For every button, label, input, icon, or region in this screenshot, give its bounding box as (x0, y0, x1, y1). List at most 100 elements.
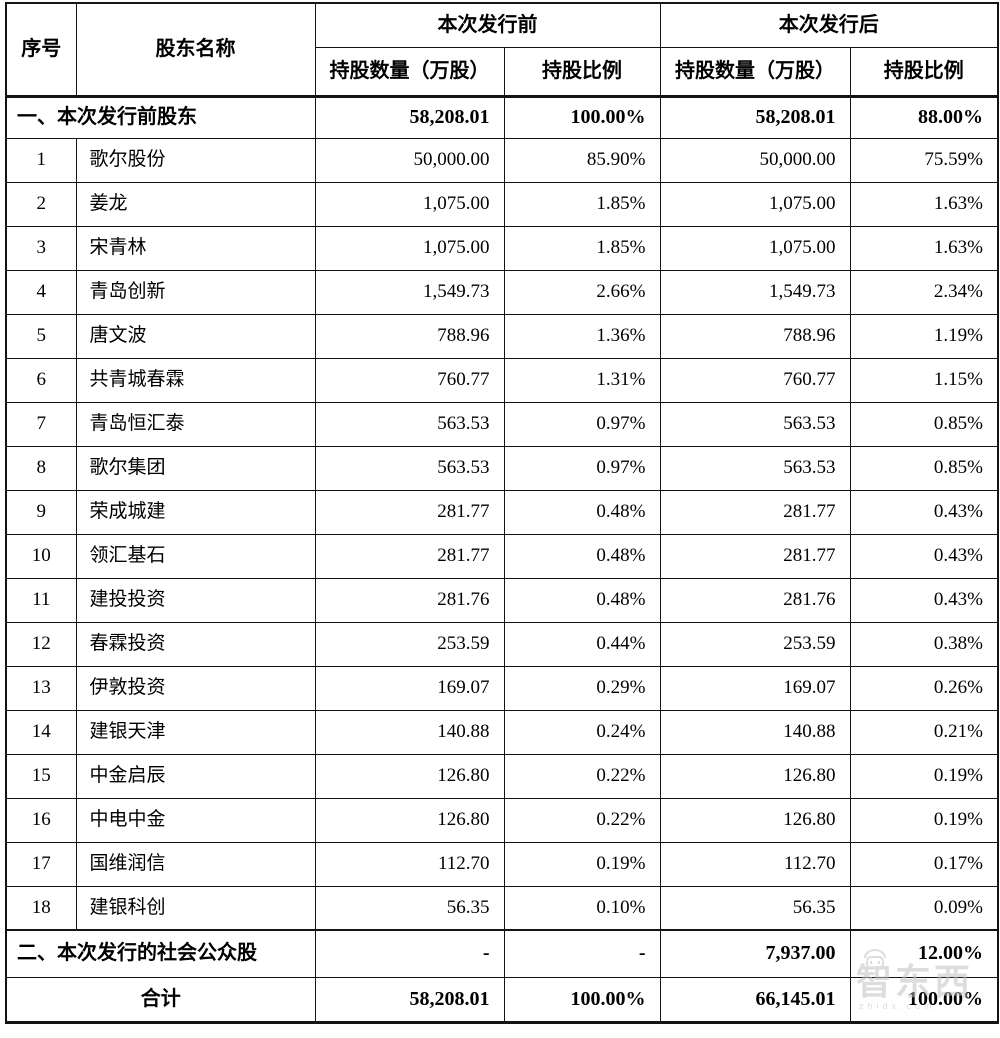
table-row: 2 姜龙 1,075.00 1.85% 1,075.00 1.63% (5, 181, 999, 227)
section2-ratio-after: 12.00% (849, 929, 999, 978)
ratio-before-cell: 1.85% (503, 181, 661, 227)
shareholder-name-cell: 中金启辰 (75, 753, 316, 799)
ratio-after-cell: 0.43% (849, 489, 999, 535)
qty-after-cell: 1,075.00 (659, 181, 851, 227)
table-row: 12 春霖投资 253.59 0.44% 253.59 0.38% (5, 621, 999, 667)
ratio-before-cell: 0.97% (503, 401, 661, 447)
shareholder-name-cell: 国维润信 (75, 841, 316, 887)
table-row: 1 歌尔股份 50,000.00 85.90% 50,000.00 75.59% (5, 137, 999, 183)
table-row: 11 建投投资 281.76 0.48% 281.76 0.43% (5, 577, 999, 623)
ratio-before-cell: 0.29% (503, 665, 661, 711)
ratio-before-cell: 0.10% (503, 885, 661, 931)
section2-qty-before: - (314, 929, 505, 978)
qty-before-cell: 1,549.73 (314, 269, 505, 315)
shareholder-name-cell: 伊敦投资 (75, 665, 316, 711)
row-index-cell: 3 (5, 225, 77, 271)
row-index-cell: 4 (5, 269, 77, 315)
qty-before-cell: 140.88 (314, 709, 505, 755)
section1-qty-before: 58,208.01 (314, 94, 505, 139)
section1-qty-after: 58,208.01 (659, 94, 851, 139)
ratio-after-cell: 1.19% (849, 313, 999, 359)
shareholder-name-cell: 姜龙 (75, 181, 316, 227)
header-qty-before: 持股数量（万股） (314, 46, 505, 98)
shareholder-name-cell: 中电中金 (75, 797, 316, 843)
shareholder-name-cell: 建投投资 (75, 577, 316, 623)
total-ratio-after: 100.00% (849, 976, 999, 1024)
qty-after-cell: 1,075.00 (659, 225, 851, 271)
header-row-groups: 序号 股东名称 本次发行前 本次发行后 (5, 2, 999, 97)
table-body: 1 歌尔股份 50,000.00 85.90% 50,000.00 75.59%… (5, 137, 999, 931)
ratio-after-cell: 1.15% (849, 357, 999, 403)
ratio-after-cell: 0.85% (849, 401, 999, 447)
ratio-before-cell: 1.36% (503, 313, 661, 359)
qty-after-cell: 126.80 (659, 797, 851, 843)
ratio-before-cell: 1.31% (503, 357, 661, 403)
ratio-before-cell: 0.97% (503, 445, 661, 491)
ratio-after-cell: 0.26% (849, 665, 999, 711)
table-row: 8 歌尔集团 563.53 0.97% 563.53 0.85% (5, 445, 999, 491)
header-shareholder-name: 股东名称 (75, 2, 316, 97)
section-row-public-shares: 二、本次发行的社会公众股 - - 7,937.00 12.00% (5, 929, 999, 978)
qty-before-cell: 281.77 (314, 489, 505, 535)
section1-label: 一、本次发行前股东 (5, 94, 316, 139)
qty-after-cell: 140.88 (659, 709, 851, 755)
qty-after-cell: 112.70 (659, 841, 851, 887)
qty-after-cell: 50,000.00 (659, 137, 851, 183)
table-row: 16 中电中金 126.80 0.22% 126.80 0.19% (5, 797, 999, 843)
ratio-after-cell: 75.59% (849, 137, 999, 183)
ratio-after-cell: 0.19% (849, 753, 999, 799)
ratio-after-cell: 0.19% (849, 797, 999, 843)
qty-after-cell: 281.77 (659, 533, 851, 579)
qty-before-cell: 1,075.00 (314, 181, 505, 227)
total-ratio-before: 100.00% (503, 976, 661, 1024)
qty-after-cell: 169.07 (659, 665, 851, 711)
table-row: 9 荣成城建 281.77 0.48% 281.77 0.43% (5, 489, 999, 535)
table-row: 5 唐文波 788.96 1.36% 788.96 1.19% (5, 313, 999, 359)
section1-ratio-after: 88.00% (849, 94, 999, 139)
ratio-before-cell: 0.22% (503, 753, 661, 799)
header-qty-after: 持股数量（万股） (659, 46, 851, 98)
shareholder-name-cell: 青岛恒汇泰 (75, 401, 316, 447)
total-qty-after: 66,145.01 (659, 976, 851, 1024)
ratio-after-cell: 0.43% (849, 533, 999, 579)
row-index-cell: 16 (5, 797, 77, 843)
table-row: 13 伊敦投资 169.07 0.29% 169.07 0.26% (5, 665, 999, 711)
qty-after-cell: 788.96 (659, 313, 851, 359)
shareholder-name-cell: 歌尔集团 (75, 445, 316, 491)
qty-after-cell: 56.35 (659, 885, 851, 931)
row-index-cell: 11 (5, 577, 77, 623)
qty-after-cell: 281.77 (659, 489, 851, 535)
shareholder-name-cell: 歌尔股份 (75, 137, 316, 183)
row-index-cell: 12 (5, 621, 77, 667)
qty-after-cell: 126.80 (659, 753, 851, 799)
qty-before-cell: 281.76 (314, 577, 505, 623)
total-qty-before: 58,208.01 (314, 976, 505, 1024)
section2-qty-after: 7,937.00 (659, 929, 851, 978)
qty-before-cell: 126.80 (314, 797, 505, 843)
row-index-cell: 8 (5, 445, 77, 491)
row-index-cell: 13 (5, 665, 77, 711)
row-index-cell: 10 (5, 533, 77, 579)
qty-before-cell: 563.53 (314, 445, 505, 491)
qty-before-cell: 56.35 (314, 885, 505, 931)
section2-and-total-body: 二、本次发行的社会公众股 - - 7,937.00 12.00% 合计 58,2… (5, 929, 999, 1024)
ratio-after-cell: 0.38% (849, 621, 999, 667)
section2-label: 二、本次发行的社会公众股 (5, 929, 316, 978)
ratio-before-cell: 0.48% (503, 489, 661, 535)
table-row: 3 宋青林 1,075.00 1.85% 1,075.00 1.63% (5, 225, 999, 271)
ratio-after-cell: 0.17% (849, 841, 999, 887)
table-row: 14 建银天津 140.88 0.24% 140.88 0.21% (5, 709, 999, 755)
table-row: 6 共青城春霖 760.77 1.31% 760.77 1.15% (5, 357, 999, 403)
shareholder-name-cell: 宋青林 (75, 225, 316, 271)
ratio-before-cell: 1.85% (503, 225, 661, 271)
table-row: 10 领汇基石 281.77 0.48% 281.77 0.43% (5, 533, 999, 579)
row-index-cell: 15 (5, 753, 77, 799)
qty-after-cell: 760.77 (659, 357, 851, 403)
shareholder-name-cell: 领汇基石 (75, 533, 316, 579)
ratio-after-cell: 0.09% (849, 885, 999, 931)
header-group-after-issue: 本次发行后 (659, 2, 999, 48)
qty-after-cell: 281.76 (659, 577, 851, 623)
shareholder-name-cell: 共青城春霖 (75, 357, 316, 403)
header-seq: 序号 (5, 2, 77, 97)
table-row: 15 中金启辰 126.80 0.22% 126.80 0.19% (5, 753, 999, 799)
